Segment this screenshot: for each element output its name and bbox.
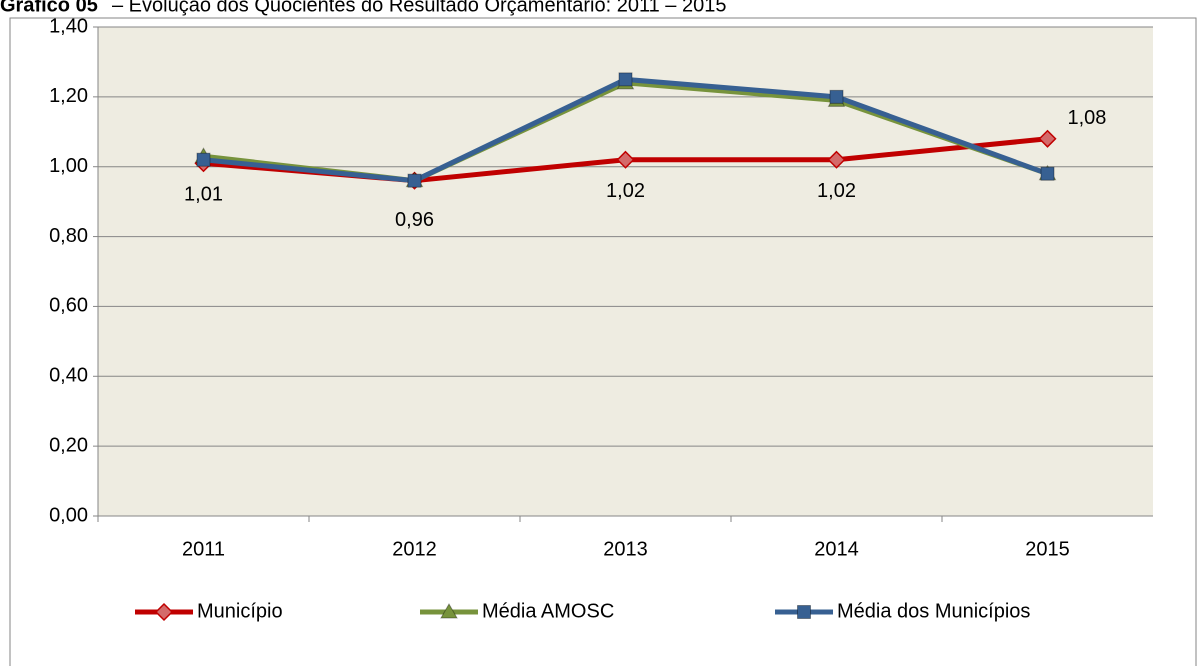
y-tick-label: 1,40 [49, 15, 88, 37]
data-point [616, 150, 635, 169]
legend-marker [154, 602, 174, 622]
data-label: 1,01 [184, 184, 223, 206]
data-label: 1,02 [606, 180, 645, 202]
y-tick-label: 1,20 [49, 85, 88, 107]
y-tick-label: 0,60 [49, 295, 88, 317]
x-tick-label: 2013 [603, 538, 648, 560]
figure-label: Gráfico 05 [0, 0, 98, 16]
x-tick-label: 2011 [182, 538, 225, 560]
y-tick-label: 0,20 [49, 434, 88, 456]
legend-label: Média dos Municípios [837, 600, 1030, 622]
plot-area [98, 27, 1153, 516]
legend-marker [797, 605, 811, 619]
x-tick-label: 2015 [1025, 538, 1070, 560]
x-tick-label: 2014 [814, 538, 859, 560]
legend-label: Média AMOSC [482, 600, 614, 622]
y-tick-label: 0,40 [49, 365, 88, 387]
x-tick-label: 2012 [392, 538, 437, 560]
data-point [827, 150, 846, 169]
data-point [196, 152, 211, 167]
data-point [407, 173, 422, 188]
y-tick-label: 1,00 [49, 155, 88, 177]
legend-marker [440, 602, 458, 619]
data-point [1038, 129, 1057, 148]
data-point [829, 89, 844, 104]
data-label: 0,96 [395, 209, 434, 231]
data-label: 1,02 [817, 180, 856, 202]
data-label: 1,08 [1068, 107, 1107, 129]
y-tick-label: 0,00 [49, 504, 88, 526]
y-tick-label: 0,80 [49, 225, 88, 247]
legend-label: Município [197, 600, 283, 622]
data-point [1040, 166, 1055, 181]
chart-title: – Evolução dos Quocientes do Resultado O… [112, 0, 726, 16]
data-point [618, 72, 633, 87]
